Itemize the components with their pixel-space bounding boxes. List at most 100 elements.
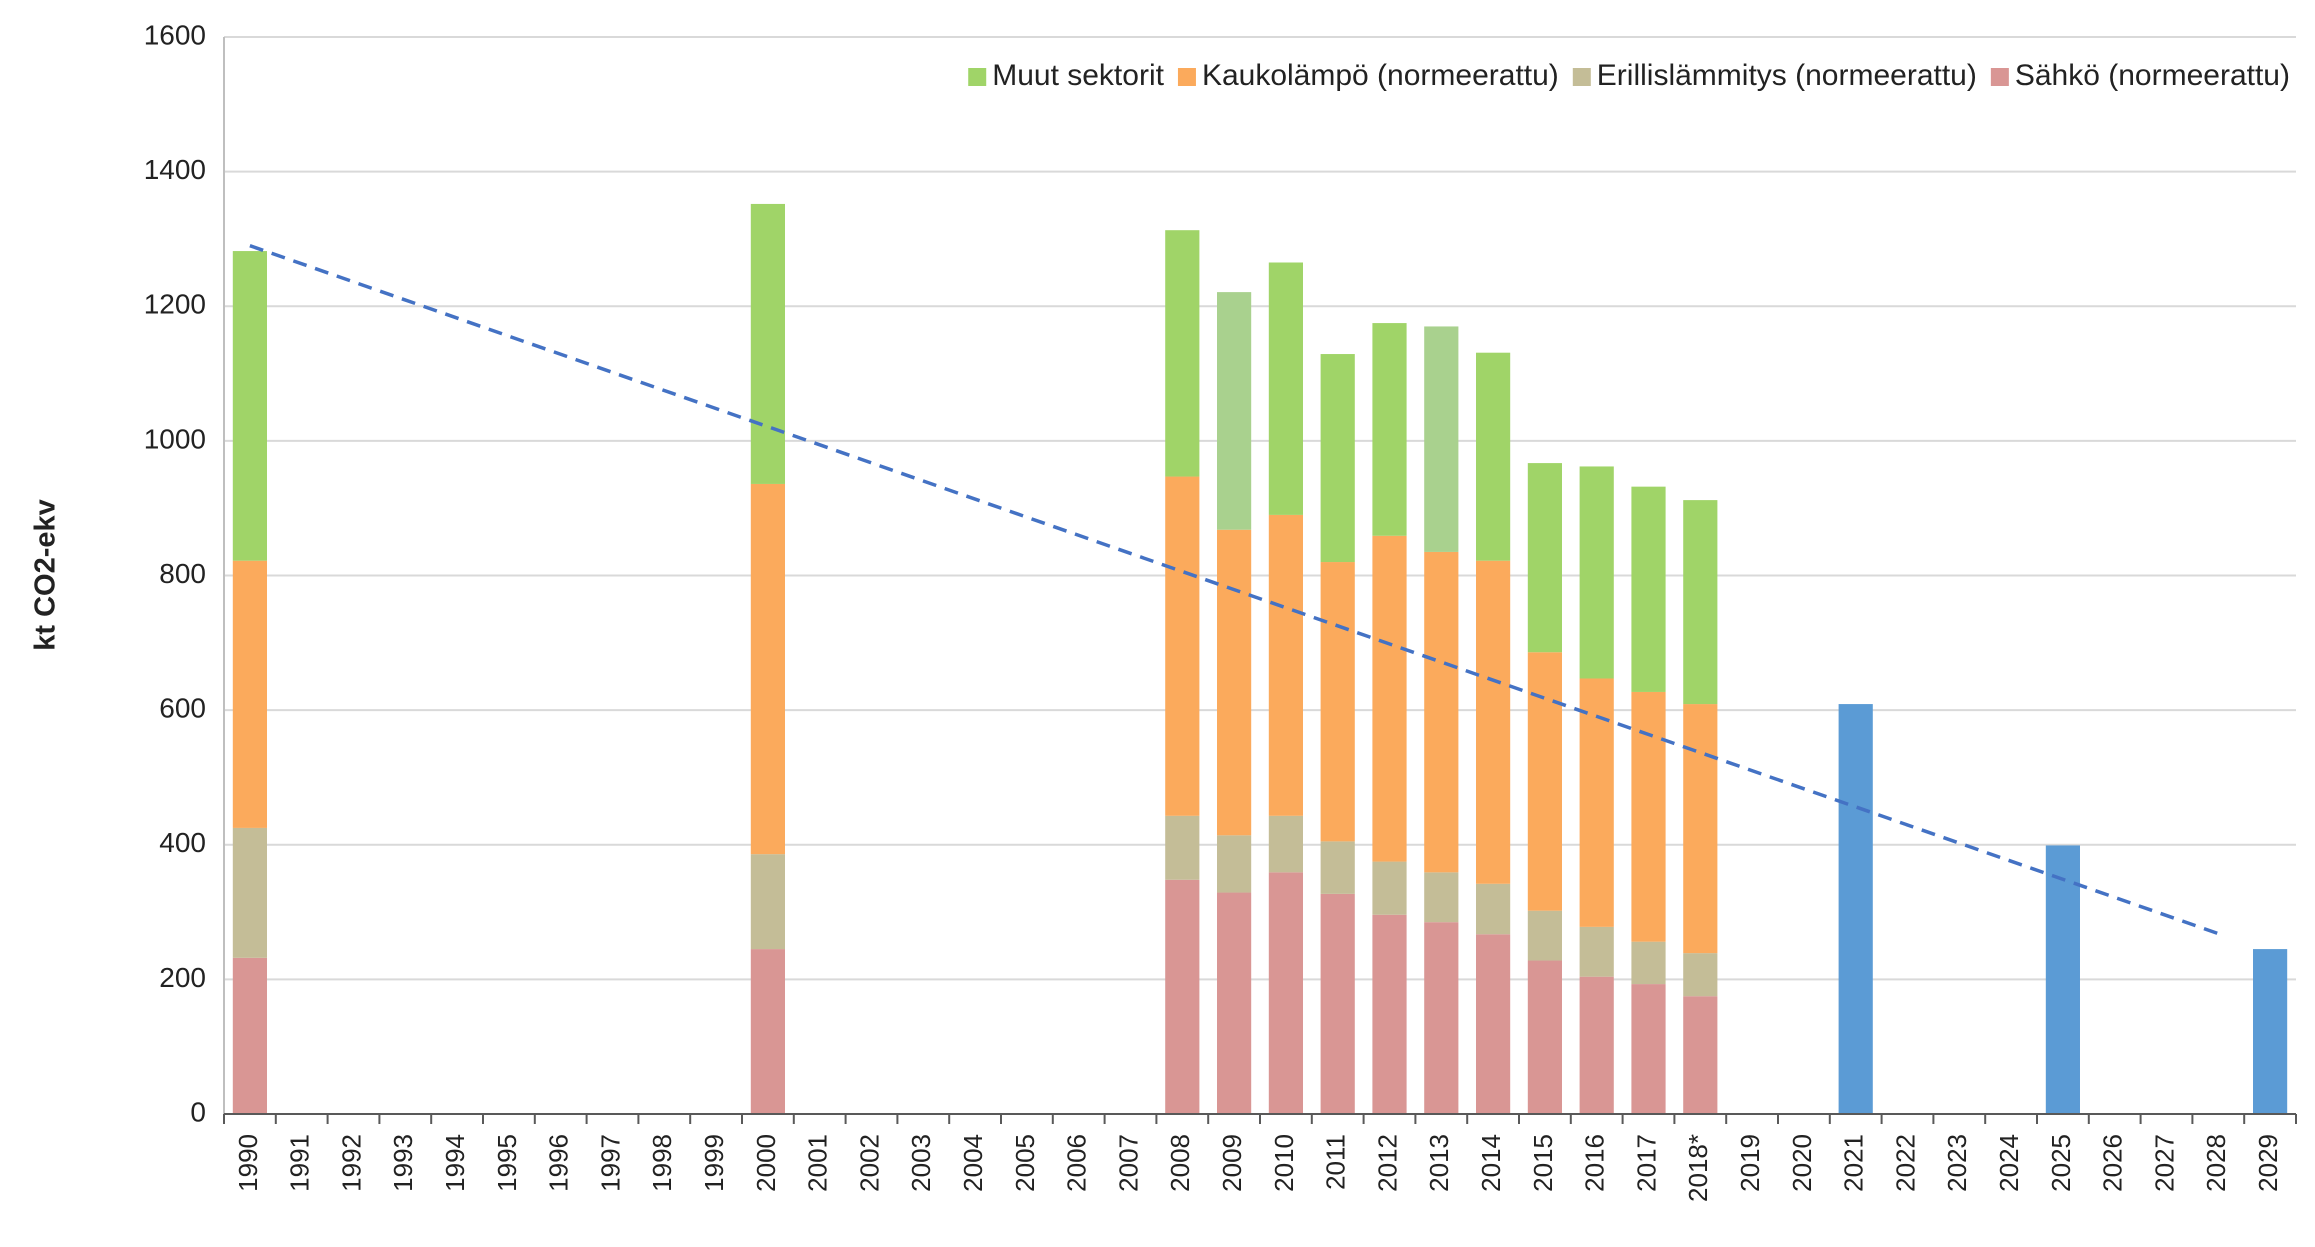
bar-segment [1268, 262, 1303, 515]
bar-segment [1476, 934, 1511, 1114]
bar-segment [1527, 960, 1562, 1114]
x-tick-label: 1991 [285, 1134, 315, 1192]
bar-segment [1838, 704, 1873, 1114]
x-tick-label: 2022 [1890, 1134, 1920, 1192]
x-tick-label: 1990 [233, 1134, 263, 1192]
x-tick-label: 2029 [2253, 1134, 2283, 1192]
bar-segment [1579, 976, 1614, 1114]
x-tick-label: 2024 [1994, 1134, 2024, 1192]
bar-segment [1631, 486, 1666, 692]
bar-segment [1372, 861, 1407, 915]
x-tick-label: 2013 [1424, 1134, 1454, 1192]
bar-segment [1476, 560, 1511, 884]
x-tick-label: 2000 [751, 1134, 781, 1192]
bar-segment [1476, 883, 1511, 935]
bar-segment [1579, 466, 1614, 679]
legend-label: Erillislämmitys (normeerattu) [1597, 59, 1977, 92]
bar-segment [1476, 352, 1511, 561]
y-tick-label: 1400 [144, 154, 206, 185]
x-tick-label: 2028 [2201, 1134, 2231, 1192]
x-tick-label: 1994 [440, 1134, 470, 1192]
x-tick-label: 2012 [1372, 1134, 1402, 1192]
y-tick-label: 1200 [144, 289, 206, 320]
bar-segment [1424, 872, 1459, 923]
x-tick-label: 2005 [1010, 1134, 1040, 1192]
x-tick-label: 2002 [854, 1134, 884, 1192]
bar-segment [1165, 230, 1200, 477]
bar-segment [1320, 893, 1355, 1114]
bar-segment [1631, 941, 1666, 985]
bar-segment [232, 827, 267, 958]
bar-segment [1424, 551, 1459, 873]
x-tick-label: 1992 [336, 1134, 366, 1192]
bar-segment [750, 949, 785, 1114]
bar-segment [1165, 815, 1200, 880]
y-tick-label: 200 [159, 962, 206, 993]
bar-segment [1527, 910, 1562, 961]
bar-segment [1579, 926, 1614, 977]
x-tick-label: 2006 [1062, 1134, 1092, 1192]
x-tick-label: 2014 [1476, 1134, 1506, 1192]
x-tick-label: 2010 [1269, 1134, 1299, 1192]
x-tick-label: 1995 [492, 1134, 522, 1192]
bar-segment [232, 251, 267, 561]
x-tick-label: 1997 [595, 1134, 625, 1192]
bar-segment [1527, 652, 1562, 911]
bar-segment [232, 560, 267, 828]
bar-segment [1217, 835, 1252, 893]
x-tick-label: 2001 [803, 1134, 833, 1192]
x-tick-label: 2009 [1217, 1134, 1247, 1192]
y-tick-label: 1000 [144, 423, 206, 454]
legend-label: Sähkö (normeerattu) [2015, 59, 2290, 92]
trend-line [249, 244, 2219, 936]
x-tick-label: 1999 [699, 1134, 729, 1192]
y-tick-label: 800 [159, 558, 206, 589]
bar-segment [750, 483, 785, 855]
x-tick-label: 2026 [2098, 1134, 2128, 1192]
x-tick-label: 2023 [1942, 1134, 1972, 1192]
bar-segment [1372, 914, 1407, 1114]
bar-segment [1217, 892, 1252, 1114]
y-tick-label: 400 [159, 827, 206, 858]
legend-label: Kaukolämpö (normeerattu) [1202, 59, 1559, 92]
x-tick-label: 2015 [1528, 1134, 1558, 1192]
bar-segment [1268, 514, 1303, 816]
x-tick-label: 2021 [1839, 1134, 1869, 1192]
x-tick-label: 1996 [544, 1134, 574, 1192]
x-tick-label: 2017 [1631, 1134, 1661, 1192]
bar-segment [1683, 500, 1718, 705]
bar-segment [1320, 562, 1355, 842]
bar-segment [2253, 949, 2288, 1114]
bar-segment [1372, 535, 1407, 862]
x-tick-label: 2020 [1787, 1134, 1817, 1192]
x-tick-label: 2008 [1165, 1134, 1195, 1192]
y-tick-label: 1600 [144, 19, 206, 50]
bar-segment [1683, 996, 1718, 1114]
x-tick-label: 2011 [1321, 1134, 1351, 1190]
x-tick-label: 2004 [958, 1134, 988, 1192]
bar-segment [2045, 845, 2080, 1114]
bar-segment [1424, 326, 1459, 552]
legend-label: Muut sektorit [992, 59, 1164, 92]
bar-segment [750, 203, 785, 484]
legend-swatch [1572, 68, 1591, 86]
y-tick-label: 0 [190, 1096, 206, 1127]
bar-segment [1268, 815, 1303, 873]
x-tick-label: 2016 [1580, 1134, 1610, 1192]
x-tick-label: 2018* [1683, 1134, 1713, 1202]
bar-segment [1683, 704, 1718, 954]
bar-segment [1217, 529, 1252, 836]
legend-swatch [1990, 68, 2009, 86]
bar-segment [1631, 984, 1666, 1114]
bar-segment [1217, 292, 1252, 530]
x-tick-label: 2019 [1735, 1134, 1765, 1192]
y-axis-label: kt CO2-ekv [30, 499, 62, 651]
bar-segment [1631, 691, 1666, 942]
bar-segment [1268, 872, 1303, 1114]
legend-swatch [1177, 68, 1196, 86]
legend-swatch [968, 68, 987, 86]
bar-segment [1372, 323, 1407, 536]
bar-segment [1320, 354, 1355, 563]
bar-segment [232, 957, 267, 1114]
